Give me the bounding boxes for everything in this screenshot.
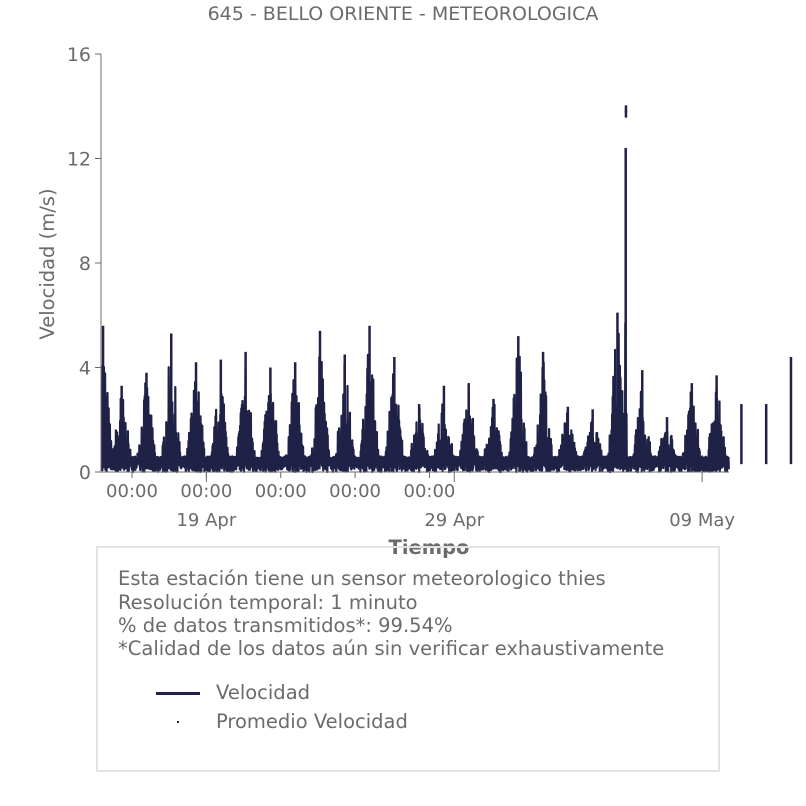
legend-label: Promedio Velocidad xyxy=(216,710,408,733)
y-axis-label: Velocidad (m/s) xyxy=(36,188,59,339)
x-minor-tick-label-1: 00:00 xyxy=(180,481,232,502)
promedio-point-0 xyxy=(624,105,628,113)
x-major-tick-label-1: 29 Apr xyxy=(424,510,484,531)
chart-canvas: 0 4 8 12 16 00:00 00:00 00:00 00:00 00:00 19 Apr 29… xyxy=(36,44,793,559)
y-tick-label-4: 16 xyxy=(67,44,91,66)
velocidad-series-line xyxy=(100,322,730,474)
x-minor-tick-label-0: 00:00 xyxy=(106,481,158,502)
y-tick-label-1: 4 xyxy=(79,358,91,380)
x-major-tick-label-2: 09 May xyxy=(669,510,735,531)
legend-label: Velocidad xyxy=(216,681,311,704)
info-box: Esta estación tiene un sensor meteorolog… xyxy=(96,546,720,772)
x-minor-tick-label-4: 00:00 xyxy=(404,481,456,502)
promedio-point-1 xyxy=(624,110,628,118)
y-tick-label-3: 12 xyxy=(67,149,91,171)
info-transmitted: % de datos transmitidos*: 99.54% xyxy=(118,614,453,637)
x-minor-tick-label-2: 00:00 xyxy=(255,481,307,502)
chart-title: 645 - BELLO ORIENTE - METEOROLOGICA xyxy=(207,3,599,25)
y-tick-label-0: 0 xyxy=(79,462,91,484)
x-minor-tick-label-3: 00:00 xyxy=(329,481,381,502)
legend-line-swatch xyxy=(156,692,200,695)
info-quality-note: *Calidad de los datos aún sin verificar … xyxy=(118,637,665,660)
x-major-tick-label-0: 19 Apr xyxy=(176,510,236,531)
y-tick-label-2: 8 xyxy=(79,253,91,275)
info-sensor: Esta estación tiene un sensor meteorolog… xyxy=(118,567,606,590)
info-resolution: Resolución temporal: 1 minuto xyxy=(118,591,418,614)
legend-marker-swatch xyxy=(177,721,179,723)
